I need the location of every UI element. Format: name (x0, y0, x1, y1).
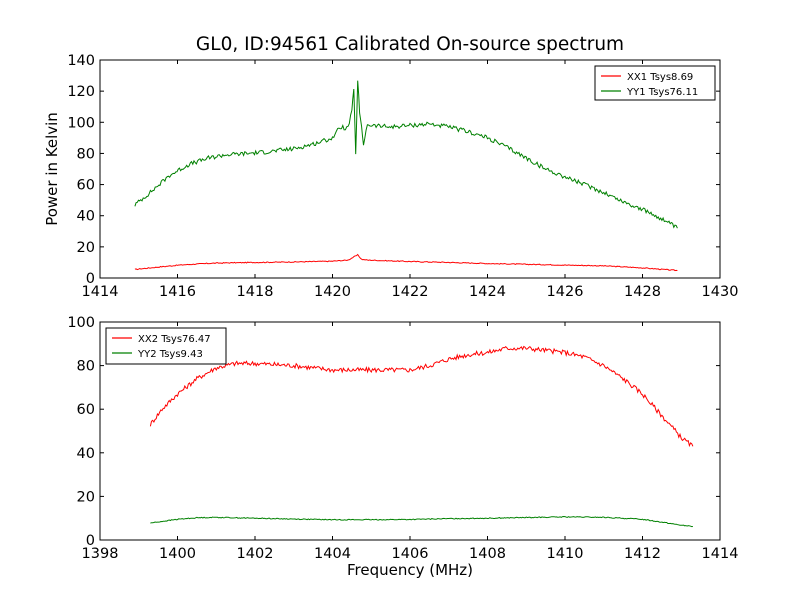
y-tick-label-1-0: 0 (86, 271, 95, 287)
legend-box-1 (594, 65, 716, 101)
y-tick-label-1-1: 20 (77, 240, 95, 256)
legend-box-2 (105, 327, 227, 365)
x-tick-label-1-0: 1414 (82, 284, 119, 300)
series-line-2-1 (149, 345, 694, 448)
x-tick-label-2-2: 1402 (237, 546, 274, 562)
x-tick-label-2-6: 1410 (547, 546, 584, 562)
x-tick-label-2-3: 1404 (314, 546, 351, 562)
y-tick-label-2-5: 100 (67, 315, 95, 331)
x-tick-label-1-3: 1420 (314, 284, 351, 300)
x-tick-label-2-7: 1412 (624, 546, 661, 562)
y-tick-label-1-4: 80 (77, 146, 95, 162)
x-tick-label-1-7: 1428 (624, 284, 661, 300)
x-tick-label-1-1: 1416 (159, 284, 196, 300)
legend-label-1-2: YY1 Tsys76.11 (626, 87, 698, 98)
y-tick-label-1-5: 100 (67, 115, 95, 131)
x-tick-label-2-8: 1414 (702, 546, 739, 562)
x-tick-label-1-6: 1426 (547, 284, 584, 300)
y-tick-label-1-2: 40 (77, 209, 95, 225)
y-tick-label-1-3: 60 (77, 178, 95, 194)
legend-2: XX2 Tsys76.47 YY2 Tsys9.43 (105, 327, 227, 365)
x-tick-label-2-5: 1408 (469, 546, 506, 562)
y-tick-label-2-2: 40 (77, 446, 95, 462)
x-tick-label-1-5: 1424 (469, 284, 506, 300)
x-tick-label-2-1: 1400 (159, 546, 196, 562)
figure-title: GL0, ID:94561 Calibrated On-source spect… (195, 34, 625, 55)
x-tick-label-1-4: 1422 (392, 284, 429, 300)
x-tick-label-1-8: 1430 (702, 284, 739, 300)
y-tick-label-1-6: 120 (67, 84, 95, 100)
chart-panel-2: 1398 1400 1402 1404 1406 1408 1410 1412 1414 0 20 4… (67, 315, 738, 562)
x-tick-label-2-4: 1406 (392, 546, 429, 562)
legend-label-2-1: XX2 Tsys76.47 (138, 334, 211, 345)
y-tick-label-1-7: 140 (67, 53, 95, 69)
bottom-x-axis-label: Frequency (MHz) (346, 561, 474, 579)
series-line-2-2 (150, 515, 693, 528)
series-line-1-1 (134, 253, 678, 272)
y-tick-label-2-1: 20 (77, 489, 95, 505)
x-tick-label-1-2: 1418 (237, 284, 274, 300)
y-tick-label-2-0: 0 (86, 533, 95, 549)
legend-label-1-1: XX1 Tsys8.69 (627, 72, 693, 83)
y-tick-label-2-3: 60 (77, 402, 95, 418)
legend-label-2-2: YY2 Tsys9.43 (137, 349, 203, 360)
series-line-1-2 (134, 80, 678, 229)
chart-panel-1: 1414 1416 1418 1420 1422 1424 1426 1428 1430 0 20 4… (67, 53, 738, 300)
y-tick-label-2-4: 80 (77, 359, 95, 375)
x-tick-label-2-0: 1398 (82, 546, 119, 562)
legend-1: XX1 Tsys8.69 YY1 Tsys76.11 (594, 65, 716, 101)
